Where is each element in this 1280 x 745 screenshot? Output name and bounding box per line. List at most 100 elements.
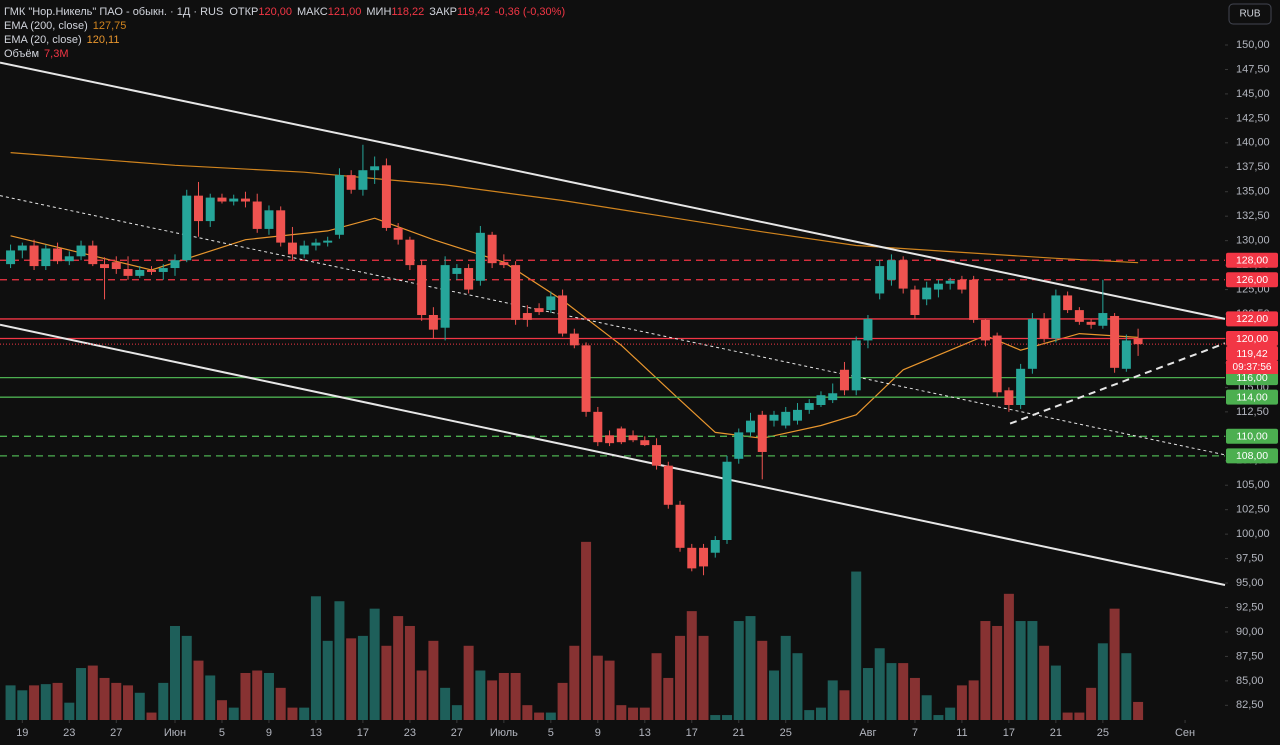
price-tag: 119,42 — [1236, 348, 1267, 360]
candle-body — [381, 165, 391, 228]
volume-bar — [52, 682, 63, 720]
candle-body — [969, 279, 979, 320]
change: -0,36 (-0,30%) — [495, 6, 565, 18]
candle-body — [534, 308, 544, 313]
candle-body — [499, 262, 509, 266]
candle-body — [428, 315, 438, 330]
volume-bar — [686, 611, 697, 720]
volume-bar — [569, 645, 580, 720]
candle-body — [1027, 318, 1037, 369]
candle-body — [123, 269, 133, 276]
level-tag: 122,00 — [1236, 313, 1268, 325]
x-tick-label: 13 — [639, 727, 651, 739]
volume-bar — [980, 621, 991, 720]
volume-bar — [933, 715, 944, 720]
volume-bar — [381, 645, 392, 720]
candle-body — [910, 289, 920, 315]
volume-bar — [651, 653, 662, 720]
y-tick-label: 85,00 — [1236, 675, 1264, 687]
candle-body — [100, 264, 110, 269]
x-tick-label: Июн — [164, 727, 186, 739]
volume-bar — [1086, 687, 1097, 720]
volume-bar — [851, 571, 862, 720]
y-tick-label: 130,00 — [1236, 235, 1270, 247]
level-tag: 108,00 — [1236, 450, 1268, 462]
x-tick-label: 9 — [595, 727, 601, 739]
candle-body — [440, 265, 450, 328]
candle-body — [76, 245, 86, 257]
candle-body — [158, 268, 168, 272]
level-tag-bg — [1226, 252, 1278, 268]
candle-body — [522, 313, 532, 320]
y-tick-label: 95,00 — [1236, 577, 1264, 589]
volume-bar — [1027, 621, 1038, 720]
x-tick-label: 5 — [548, 727, 554, 739]
indicator-value: 120,11 — [87, 34, 120, 46]
candle-body — [64, 256, 74, 262]
volume-bar — [158, 682, 169, 720]
volume-bar — [170, 625, 180, 720]
y-tick-label: 97,50 — [1236, 552, 1264, 564]
volume-bar — [87, 665, 98, 720]
currency-label[interactable]: RUB — [1239, 9, 1260, 20]
candle-body — [323, 240, 333, 243]
x-tick-label: 17 — [1003, 727, 1015, 739]
indicator-legend: EMA (20, close) 120,11 — [4, 34, 119, 46]
candle-body — [1086, 321, 1096, 325]
candle-body — [111, 262, 121, 270]
x-tick-label: 21 — [1050, 727, 1062, 739]
candle-body — [781, 411, 791, 426]
volume-bar — [498, 672, 509, 720]
candle-body — [147, 270, 157, 272]
candle-body — [816, 395, 826, 405]
level-tag-bg — [1226, 389, 1278, 405]
volume-bar — [487, 680, 498, 720]
candle-body — [464, 268, 474, 290]
candle-body — [170, 260, 180, 269]
volume-bar — [17, 690, 28, 720]
candle-body — [287, 242, 297, 255]
volume-bar — [945, 707, 956, 720]
candle-body — [851, 340, 861, 391]
candle-body — [898, 260, 908, 289]
candle-body — [6, 250, 16, 265]
candle-body — [628, 435, 638, 441]
candle-body — [957, 279, 967, 290]
volume-bar — [440, 687, 451, 720]
volume-bar — [5, 685, 16, 720]
volume-bar — [40, 684, 51, 720]
volume-bar — [463, 645, 474, 720]
volume-bar — [216, 700, 227, 720]
candle-body — [769, 414, 779, 421]
candle-body — [1074, 310, 1084, 322]
x-tick-label: 9 — [266, 727, 272, 739]
candle-body — [1121, 340, 1131, 369]
candle-body — [992, 335, 1002, 393]
currency-button[interactable] — [1228, 3, 1272, 25]
volume-bar — [1097, 643, 1108, 720]
y-tick-label: 140,00 — [1236, 137, 1270, 149]
volume-bar — [252, 670, 263, 720]
candle-body — [193, 195, 203, 222]
volume-bar — [675, 635, 686, 720]
volume-bar — [322, 640, 333, 720]
volume-bar — [792, 653, 803, 720]
level-tag: 114,00 — [1236, 391, 1267, 403]
volume-bar — [275, 687, 286, 720]
candle-body — [710, 540, 720, 553]
candle-body — [358, 170, 368, 190]
candle-body — [1098, 313, 1108, 326]
candle-body — [616, 428, 626, 443]
header: ГМК "Нор.Никель" ПАО - обыкн. · 1Д · RUS… — [4, 6, 565, 60]
candle-body — [546, 296, 556, 311]
volume-bar — [804, 710, 815, 720]
candle-body — [229, 198, 239, 202]
volume-bar — [346, 638, 357, 720]
level-tag-bg — [1226, 272, 1278, 288]
candle-body — [334, 175, 344, 235]
volume-bar — [815, 707, 826, 720]
x-tick-label: 19 — [16, 727, 28, 739]
volume-bar — [299, 707, 310, 720]
y-tick-label: 135,00 — [1236, 186, 1270, 198]
